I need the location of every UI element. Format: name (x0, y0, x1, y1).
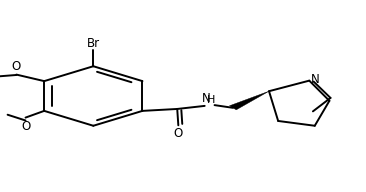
Text: O: O (21, 120, 30, 133)
Text: Br: Br (87, 37, 100, 50)
Polygon shape (229, 91, 269, 110)
Text: N: N (202, 92, 211, 105)
Text: H: H (206, 95, 215, 105)
Text: O: O (174, 127, 183, 140)
Text: N: N (311, 73, 320, 86)
Text: O: O (12, 60, 21, 73)
